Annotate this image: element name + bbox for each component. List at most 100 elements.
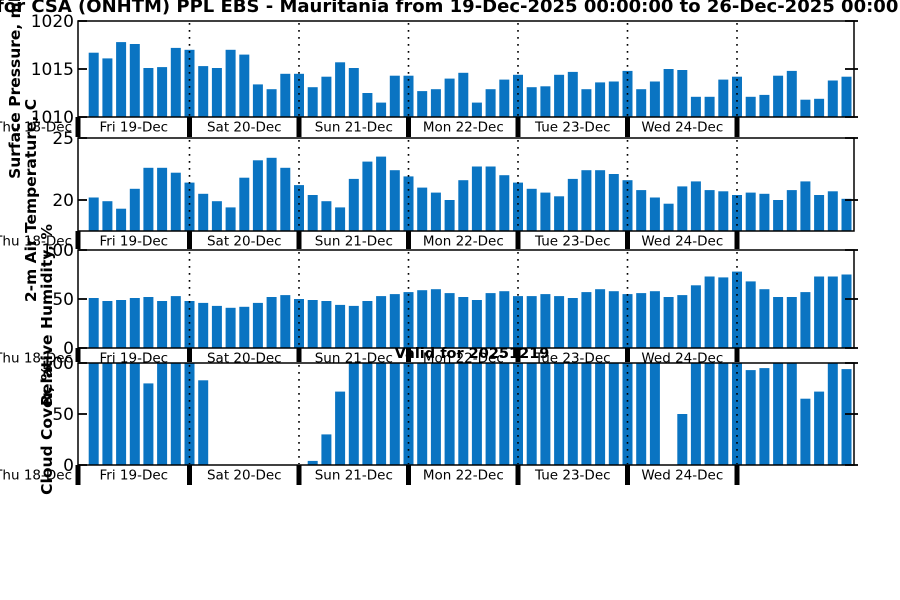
bar	[567, 298, 578, 348]
bar	[581, 170, 592, 231]
bar	[677, 70, 688, 117]
bar	[458, 180, 469, 231]
bar	[88, 197, 99, 231]
bar	[690, 96, 701, 117]
x-left-label: Thu 18-Dec	[0, 351, 72, 367]
day-tick	[296, 117, 302, 137]
bar	[389, 294, 400, 348]
bar	[745, 96, 756, 117]
bar	[841, 274, 852, 348]
day-tick	[625, 465, 630, 485]
bar	[321, 76, 332, 117]
surface-pressure-bars	[88, 42, 852, 117]
bar	[376, 296, 387, 348]
day-tick	[187, 348, 192, 362]
bar	[636, 190, 647, 231]
bar	[116, 363, 127, 465]
bar	[595, 170, 606, 231]
y-tick-label: 0	[63, 456, 74, 476]
bar	[608, 81, 619, 117]
bar	[129, 44, 140, 117]
bar	[800, 398, 811, 465]
bar	[513, 182, 523, 231]
bar	[430, 192, 441, 231]
bar	[170, 172, 181, 231]
bar	[663, 69, 674, 117]
bar	[307, 195, 318, 231]
bar	[417, 91, 428, 117]
x-day-label: Mon 22-Dec	[423, 468, 504, 484]
bar	[417, 290, 428, 348]
bar	[321, 434, 332, 465]
day-tick	[625, 117, 630, 137]
day-tick	[187, 117, 192, 137]
relative-humidity-bars	[88, 271, 852, 348]
day-tick	[625, 231, 630, 249]
bar	[321, 301, 332, 348]
bar	[814, 391, 825, 465]
bar	[362, 93, 373, 117]
bar	[88, 52, 99, 117]
day-tick	[734, 348, 740, 362]
bar	[458, 297, 469, 348]
bar	[321, 201, 332, 231]
x-day-label: Sat 20-Dec	[207, 120, 282, 136]
bar	[211, 305, 222, 348]
x-day-label: Sat 20-Dec	[207, 234, 282, 250]
bar	[307, 460, 318, 465]
bar	[389, 170, 400, 231]
x-day-label: Fri 19-Dec	[100, 120, 169, 136]
bar	[595, 82, 606, 117]
bar	[157, 301, 168, 348]
bar	[704, 276, 715, 348]
bar	[362, 161, 373, 231]
bar	[581, 89, 592, 117]
bar	[814, 98, 825, 117]
bar	[403, 363, 414, 465]
bar	[143, 167, 154, 231]
bar	[649, 197, 660, 231]
x-day-label: Wed 24-Dec	[641, 468, 723, 484]
day-tick	[734, 465, 740, 485]
bar	[622, 294, 633, 348]
bar	[677, 186, 688, 231]
bar	[636, 363, 647, 465]
bar	[554, 296, 565, 348]
day-tick	[734, 231, 740, 249]
air-temperature-ylabel: 2-m Air Temperature, C	[22, 99, 40, 302]
bar	[663, 203, 674, 231]
x-day-label: Sun 21-Dec	[315, 234, 393, 250]
day-tick	[625, 348, 630, 362]
bar	[759, 193, 770, 231]
bar	[595, 289, 606, 348]
bar	[471, 102, 482, 117]
bar	[649, 363, 660, 465]
day-tick	[187, 465, 192, 485]
bar	[526, 296, 537, 348]
bar	[129, 298, 140, 348]
bar	[389, 75, 400, 117]
air-temperature-bars	[88, 156, 852, 231]
bar	[417, 187, 428, 231]
bar	[499, 291, 510, 348]
bar	[485, 363, 496, 465]
bar	[622, 180, 633, 231]
bar	[198, 66, 209, 117]
bar	[225, 207, 236, 231]
bar	[814, 276, 825, 348]
bar	[335, 304, 346, 348]
x-left-label: Thu 18-Dec	[0, 234, 72, 250]
bar	[280, 73, 291, 117]
y-tick-label: 25	[52, 129, 74, 149]
x-day-label: Mon 22-Dec	[423, 120, 504, 136]
bar	[430, 363, 441, 465]
day-tick	[75, 465, 81, 485]
bar	[608, 363, 619, 465]
bar	[348, 68, 359, 117]
bar	[841, 369, 852, 465]
valid-for-label: Valid for 20251219	[395, 346, 550, 362]
bar	[444, 363, 455, 465]
bar	[704, 96, 715, 117]
